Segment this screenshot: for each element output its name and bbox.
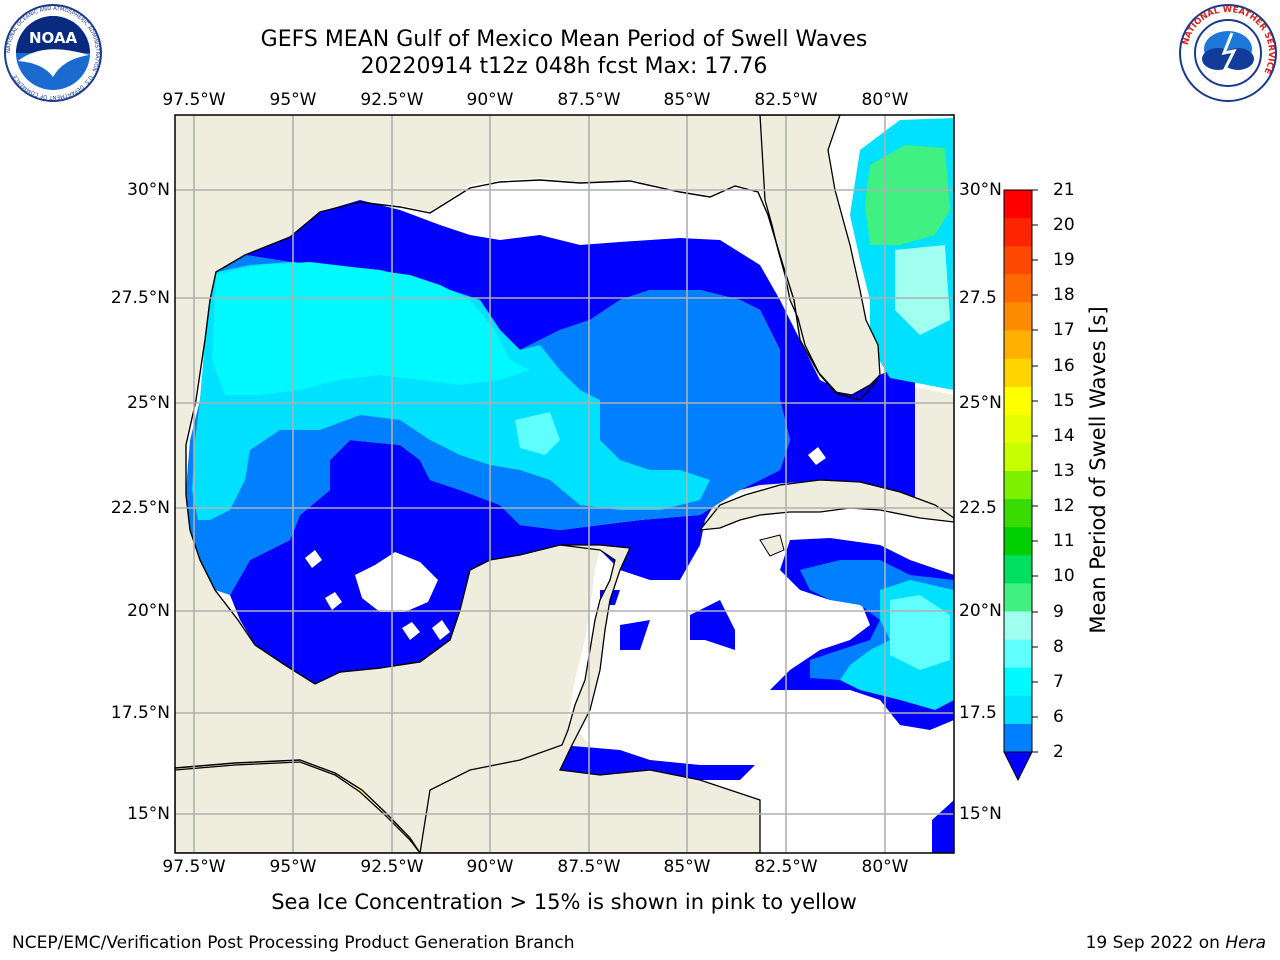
lat-label-right: 22.5 (959, 498, 997, 518)
colorbar-tick-label: 17 (1053, 320, 1075, 340)
colorbar-swatch (1004, 386, 1032, 416)
colorbar-tick-label: 18 (1053, 285, 1075, 305)
colorbar-tick-label: 14 (1053, 426, 1075, 446)
coastline (185, 179, 879, 495)
colorbar-swatch (1004, 302, 1032, 331)
central-america-south (175, 761, 421, 853)
colorbar-swatch (1004, 471, 1032, 500)
lat-label-left: 15°N (127, 804, 170, 824)
colorbar-swatch (1004, 611, 1032, 641)
colorbar (1003, 189, 1038, 782)
colorbar-title: Mean Period of Swell Waves [s] (1086, 306, 1110, 634)
lat-label-left: 20°N (127, 601, 170, 621)
colorbar-swatch (1004, 330, 1032, 360)
lon-label-top: 92.5°W (360, 90, 424, 110)
colorbar-swatch (1004, 442, 1032, 472)
lat-label-right: 17.5 (959, 703, 997, 723)
lon-label-top: 97.5°W (162, 90, 226, 110)
colorbar-swatch (1004, 723, 1032, 753)
footer-date-text: 19 Sep 2022 on (1085, 933, 1226, 953)
map-frame (174, 114, 955, 854)
colorbar-swatch (1004, 555, 1032, 584)
colorbar-swatch (1004, 667, 1032, 697)
noaa-logo-text: NOAA (29, 29, 78, 47)
yucatan-land (419, 544, 761, 853)
lon-label-bottom: 90°W (466, 857, 514, 877)
lon-label-bottom: 87.5°W (557, 857, 621, 877)
lon-label-top: 80°W (861, 90, 909, 110)
cuba-land (698, 479, 954, 531)
colorbar-swatch (1004, 695, 1032, 725)
colorbar-tick-label: 15 (1053, 391, 1075, 411)
lat-label-right: 15°N (959, 804, 1002, 824)
lon-label-top: 95°W (269, 90, 317, 110)
lon-label-top: 85°W (663, 90, 711, 110)
cayman-hole (759, 534, 785, 557)
colorbar-swatch (1004, 414, 1032, 444)
colorbar-swatch (1004, 358, 1032, 388)
lon-label-bottom: 95°W (269, 857, 317, 877)
colorbar-swatch (1004, 639, 1032, 669)
colorbar-swatch (1004, 527, 1032, 556)
lat-label-right: 27.5 (959, 288, 997, 308)
lat-label-left: 25°N (127, 393, 170, 413)
colorbar-tick-label: 21 (1053, 180, 1075, 200)
swell-green (865, 145, 950, 245)
lon-label-bottom: 97.5°W (162, 857, 226, 877)
colorbar-swatch (1004, 246, 1032, 275)
lat-label-left: 17.5°N (110, 703, 170, 723)
colorbar-swatch (1004, 274, 1032, 303)
graticule (175, 115, 954, 853)
colorbar-extend-arrow (1003, 751, 1033, 782)
lat-label-left: 30°N (127, 180, 170, 200)
nws-logo: NATIONAL WEATHER SERVICE (1179, 4, 1277, 102)
noaa-logo: NOAA NATIONAL OCEANIC AND ATMOSPHERIC AD… (4, 4, 102, 102)
lon-label-bottom: 80°W (861, 857, 909, 877)
lat-label-right: 20°N (959, 601, 1002, 621)
lon-label-bottom: 85°W (663, 857, 711, 877)
sea-ice-caption: Sea Ice Concentration > 15% is shown in … (271, 890, 857, 914)
colorbar-tick-label: 12 (1053, 496, 1075, 516)
lat-label-left: 22.5°N (110, 498, 170, 518)
colorbar-tick-label: 8 (1053, 637, 1064, 657)
colorbar-tick-label: 10 (1053, 566, 1075, 586)
map-subtitle: 20220914 t12z 048h fcst Max: 17.76 (360, 54, 768, 79)
lon-label-top: 87.5°W (557, 90, 621, 110)
lat-label-left: 27.5°N (110, 288, 170, 308)
footer-host: Hera (1225, 933, 1266, 953)
footer-date: 19 Sep 2022 on Hera (1086, 933, 1266, 953)
colorbar-swatch (1004, 583, 1032, 612)
colorbar-tick-label: 6 (1053, 707, 1064, 727)
colorbar-swatch (1004, 190, 1032, 219)
footer-credit: NCEP/EMC/Verification Post Processing Pr… (12, 933, 575, 953)
colorbar-tick-label: 13 (1053, 461, 1075, 481)
colorbar-tick-label: 7 (1053, 672, 1064, 692)
lat-label-right: 25°N (959, 393, 1002, 413)
swell-cyan (212, 262, 530, 395)
colorbar-tick-label: 9 (1053, 602, 1064, 622)
lon-label-bottom: 92.5°W (360, 857, 424, 877)
lon-label-top: 82.5°W (754, 90, 818, 110)
lon-label-bottom: 82.5°W (754, 857, 818, 877)
lat-label-right: 30°N (959, 180, 1002, 200)
colorbar-swatch (1004, 218, 1032, 247)
colorbar-tick-label: 11 (1053, 531, 1075, 551)
colorbar-tick-label: 2 (1053, 742, 1064, 762)
colorbar-swatch (1004, 499, 1032, 528)
lon-label-top: 90°W (466, 90, 514, 110)
colorbar-tick-label: 16 (1053, 356, 1075, 376)
colorbar-tick-label: 20 (1053, 215, 1075, 235)
map-title: GEFS MEAN Gulf of Mexico Mean Period of … (260, 27, 868, 52)
colorbar-tick-label: 19 (1053, 250, 1075, 270)
